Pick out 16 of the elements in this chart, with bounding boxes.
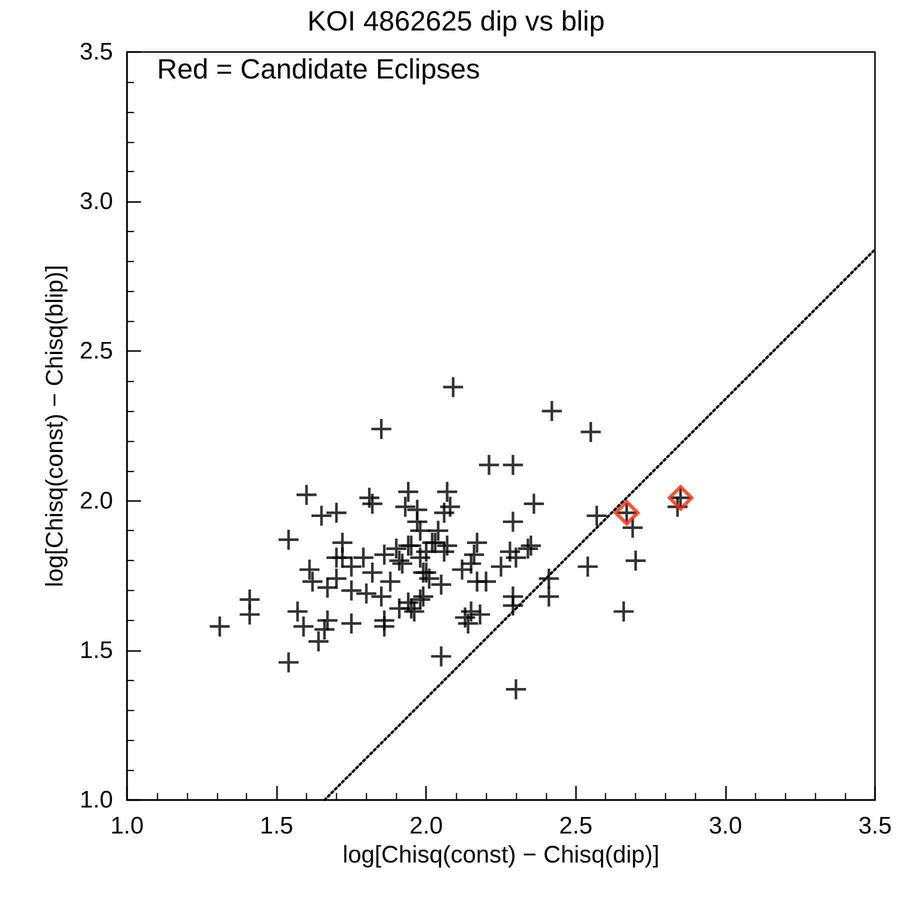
x-tick-label: 3.5	[858, 812, 892, 840]
y-tick-label: 2.5	[80, 338, 113, 365]
x-tick-label: 2.5	[559, 812, 592, 840]
chart-title: KOI 4862625 dip vs blip	[307, 6, 605, 36]
x-axis-title: log[Chisq(const) − Chisq(dip)]	[342, 841, 660, 868]
y-tick-label: 1.5	[80, 636, 113, 664]
y-axis-title: log[Chisq(const) − Chisq(blip)]	[42, 264, 68, 588]
x-tick-label: 1.5	[260, 812, 294, 840]
y-tick-label: 3.0	[80, 188, 113, 216]
x-tick-label: 2.0	[410, 812, 443, 840]
annotation: Red = Candidate Eclipses	[157, 54, 480, 84]
y-tick-label: 3.5	[80, 38, 113, 66]
y-tick-label: 1.0	[80, 786, 113, 814]
x-tick-label: 3.0	[708, 812, 742, 840]
x-tick-label: 1.0	[110, 812, 144, 840]
y-tick-label: 2.0	[80, 487, 113, 514]
